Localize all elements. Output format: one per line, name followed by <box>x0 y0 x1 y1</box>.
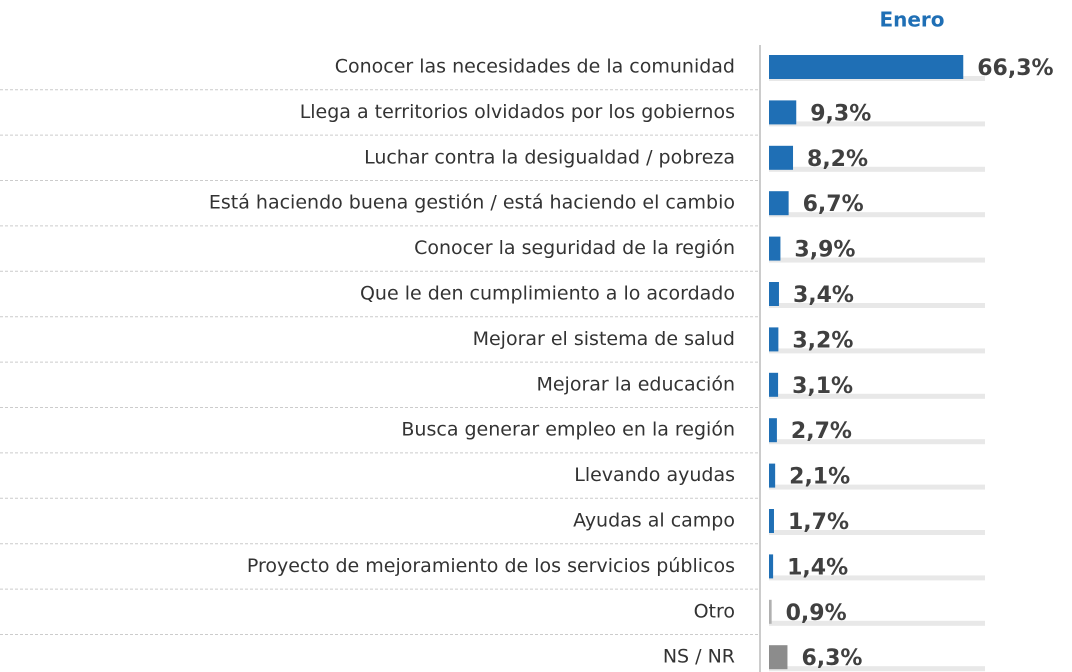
bar <box>769 100 797 125</box>
category-label: Llevando ayudas <box>574 464 735 486</box>
bar <box>769 372 779 397</box>
value-label: 1,4% <box>787 555 848 580</box>
category-label: Conocer la seguridad de la región <box>414 237 735 259</box>
value-label: 1,7% <box>788 510 849 535</box>
bar <box>769 599 772 624</box>
category-label: Mejorar la educación <box>536 373 735 395</box>
category-label: Luchar contra la desigualdad / pobreza <box>364 146 735 168</box>
series-name: Enero <box>879 8 944 32</box>
bar-shadow <box>769 530 985 535</box>
bar-shadow <box>769 484 985 490</box>
bar <box>769 191 789 216</box>
category-label: NS / NR <box>663 646 735 668</box>
category-label: Ayudas al campo <box>573 510 735 532</box>
category-label: Mejorar el sistema de salud <box>473 328 735 350</box>
category-label: Llega a territorios olvidados por los go… <box>300 101 735 123</box>
value-label: 9,3% <box>810 101 871 126</box>
value-label: 6,7% <box>803 192 864 217</box>
bar <box>769 463 776 488</box>
category-label: Conocer las necesidades de la comunidad <box>335 56 735 78</box>
value-label: 3,1% <box>792 374 853 399</box>
bar-shadow <box>769 212 985 218</box>
value-label: 8,2% <box>807 147 868 172</box>
value-label: 0,9% <box>786 601 847 626</box>
bar <box>769 509 774 533</box>
bar <box>769 55 964 79</box>
value-label: 6,3% <box>801 646 862 671</box>
bar <box>769 645 788 670</box>
category-label: Proyecto de mejoramiento de los servicio… <box>247 555 735 577</box>
bar <box>769 327 779 352</box>
value-label: 2,1% <box>789 465 850 490</box>
value-label: 2,7% <box>791 419 852 444</box>
bar-shadow <box>769 666 985 672</box>
bar <box>769 418 777 443</box>
category-label: Que le den cumplimiento a lo acordado <box>360 283 735 305</box>
value-label: 3,9% <box>794 238 855 263</box>
value-label: 3,2% <box>792 328 853 353</box>
bar-shadow <box>769 257 985 263</box>
bar-shadow <box>769 348 985 354</box>
bar-shadow <box>769 575 985 581</box>
bar-shadow <box>769 303 985 308</box>
bar <box>769 236 781 261</box>
category-label: Está haciendo buena gestión / está hacie… <box>209 192 735 214</box>
bar-shadow <box>769 121 985 127</box>
value-label: 66,3% <box>977 56 1053 81</box>
category-label: Otro <box>694 600 735 622</box>
bar-shadow <box>769 620 985 626</box>
bar-shadow <box>769 393 985 399</box>
category-label: Busca generar empleo en la región <box>401 419 735 441</box>
bar-shadow <box>769 166 985 172</box>
bar-shadow <box>769 439 985 445</box>
bar <box>769 554 774 579</box>
bar <box>769 282 779 306</box>
bar <box>769 145 794 170</box>
value-label: 3,4% <box>793 283 854 308</box>
